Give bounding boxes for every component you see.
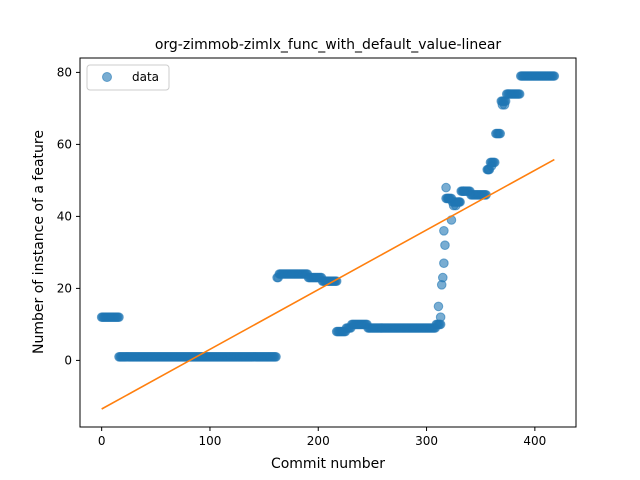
y-tick-label: 20 bbox=[57, 281, 72, 295]
fit-line bbox=[101, 158, 555, 410]
axes-frame bbox=[79, 57, 577, 428]
data-point bbox=[486, 161, 497, 171]
chart-title: org-zimmob-zimlx_func_with_default_value… bbox=[155, 37, 502, 53]
data-point bbox=[271, 352, 281, 362]
data-point bbox=[441, 182, 451, 193]
data-point bbox=[439, 226, 449, 236]
plot-area bbox=[96, 71, 560, 410]
data-point bbox=[458, 186, 469, 196]
x-tick-label: 400 bbox=[523, 434, 546, 448]
y-tick-label: 80 bbox=[57, 65, 72, 79]
y-axis-label: Number of instance of a feature bbox=[31, 130, 47, 354]
data-point bbox=[437, 272, 448, 283]
x-axis: 0 100 200 300 400 bbox=[98, 427, 546, 448]
x-axis-label: Commit number bbox=[271, 456, 385, 472]
data-point bbox=[440, 240, 450, 250]
legend-marker bbox=[102, 72, 112, 82]
data-point bbox=[435, 312, 446, 323]
x-tick-label: 300 bbox=[415, 434, 438, 448]
legend-label: data bbox=[132, 70, 159, 84]
y-tick-label: 0 bbox=[64, 353, 72, 367]
legend: data bbox=[86, 64, 170, 91]
y-axis: 0 20 40 60 80 bbox=[57, 65, 80, 367]
data-point bbox=[114, 312, 124, 323]
y-tick-label: 40 bbox=[57, 209, 72, 223]
data-point bbox=[443, 193, 454, 204]
legend-box bbox=[86, 64, 170, 91]
x-tick-label: 0 bbox=[98, 434, 106, 448]
data-point bbox=[439, 258, 449, 269]
x-tick-label: 100 bbox=[199, 434, 222, 448]
x-tick-label: 200 bbox=[307, 434, 330, 448]
data-point bbox=[433, 301, 444, 312]
data-point bbox=[495, 128, 505, 139]
y-tick-label: 60 bbox=[57, 137, 72, 151]
data-point bbox=[549, 71, 560, 81]
data-point bbox=[454, 197, 464, 207]
data-point bbox=[514, 89, 525, 99]
data-point bbox=[499, 100, 510, 110]
